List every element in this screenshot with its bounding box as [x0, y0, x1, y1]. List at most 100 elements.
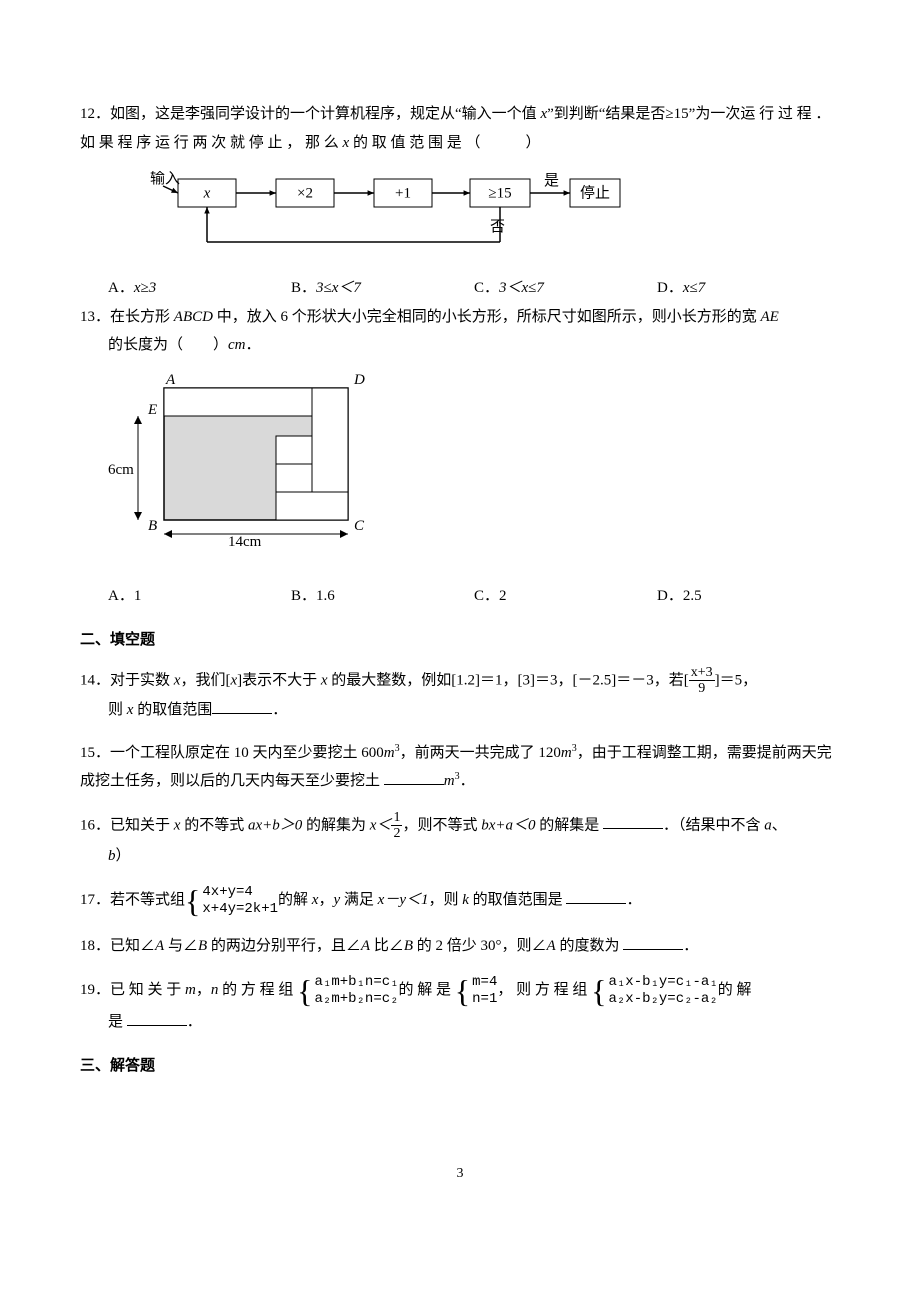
q16d: ，则不等式: [402, 817, 481, 833]
brace-icon: {: [455, 975, 470, 1007]
q16-frac: 12: [391, 810, 402, 842]
oA: A．: [108, 280, 134, 296]
q14-frac: x+39: [689, 665, 715, 697]
q14n: 14．: [80, 672, 110, 688]
q13-options: A．1 B．1.6 C．2 D．2.5: [108, 582, 840, 611]
q16e1: ax+b＞0: [248, 817, 302, 833]
q19m: m: [185, 982, 196, 998]
oB: B．: [291, 280, 316, 296]
question-16: 16．已知关于 x 的不等式 ax+b＞0 的解集为 x＜12，则不等式 bx+…: [80, 810, 840, 870]
q13-abcd: ABCD: [174, 309, 213, 325]
oCv: 3＜x≤7: [499, 280, 544, 296]
q19d: ， 则 方 程 组: [497, 982, 591, 998]
o13Dv: 2.5: [683, 588, 702, 604]
q17e: 的取值范围是: [469, 892, 567, 908]
q17p: ．: [626, 892, 641, 908]
o13D: D．: [657, 588, 683, 604]
q14d: 的最大整数，例如[1.2]＝1，[3]＝3，[－2.5]＝－3，若[: [328, 672, 689, 688]
q17-system: {4x+y=4x+4y=2k+1: [185, 884, 278, 918]
q19-sys3: {a₁x-b₁y=c₁-a₁a₂x-b₂y=c₂-a₂: [591, 974, 718, 1008]
q18n: 18．: [80, 938, 110, 954]
section-3-header: 三、解答题: [80, 1052, 840, 1081]
q16a: 已知关于: [110, 817, 174, 833]
svg-text:+1: +1: [395, 185, 411, 201]
q15p: ．: [460, 773, 475, 789]
blank-17: [566, 888, 626, 904]
q13-tb: 中，放入 6 个形状大小完全相同的小长方形，所标尺寸如图所示，则小长方形的宽: [213, 309, 761, 325]
q16fn: 1: [391, 810, 402, 826]
q18A3: A: [547, 938, 556, 954]
brace-icon: {: [185, 885, 200, 917]
q12-optD: D．x≤7: [657, 274, 840, 303]
q15m1: m: [384, 745, 395, 761]
q14g: 的取值范围: [133, 702, 212, 718]
o13A: A．: [108, 588, 134, 604]
q19-line2: 是 ．: [108, 1008, 840, 1037]
question-13: 13．在长方形 ABCD 中，放入 6 个形状大小完全相同的小长方形，所标尺寸如…: [80, 303, 840, 360]
s3r2: a₂x-b₂y=c₂-a₂: [609, 991, 718, 1008]
q13-line2: 的长度为（ ）cm．: [108, 331, 840, 360]
q12-options: A．x≥3 B．3≤x＜7 C．3＜x≤7 D．x≤7: [108, 274, 840, 303]
q12-optC: C．3＜x≤7: [474, 274, 657, 303]
q15m2: m: [561, 745, 572, 761]
brace-icon: {: [591, 975, 606, 1007]
q12-optB: B．3≤x＜7: [291, 274, 474, 303]
q15a: 一个工程队原定在 10 天内至少要挖土 600: [110, 745, 384, 761]
s3r1: a₁x-b₁y=c₁-a₁: [609, 974, 718, 991]
q16-line2: b）: [108, 842, 840, 871]
q15m3: m: [444, 773, 455, 789]
q18B1: B: [198, 938, 207, 954]
q14fd: 9: [689, 681, 715, 696]
s2r1: m=4: [472, 974, 497, 991]
o13C: C．: [474, 588, 499, 604]
q14fn: x+3: [689, 665, 715, 681]
q16cd: x＜: [370, 817, 392, 833]
q14x3: x: [321, 672, 328, 688]
q13-optA: A．1: [108, 582, 291, 611]
svg-text:C: C: [354, 518, 365, 534]
q13-ta: 在长方形: [110, 309, 174, 325]
q18c: 的两边分别平行，且∠: [207, 938, 361, 954]
q13-optD: D．2.5: [657, 582, 840, 611]
q19c: 的 解 是: [399, 982, 455, 998]
s1r1: a₁m+b₁n=c₁: [315, 974, 399, 991]
oBv: 3≤x＜7: [316, 280, 361, 296]
q12-num: 12．: [80, 106, 110, 122]
q19f: 是: [108, 1014, 127, 1030]
q16cm: 、: [772, 817, 787, 833]
question-15: 15．一个工程队原定在 10 天内至少要挖土 600m3，前两天一共完成了 12…: [80, 739, 840, 796]
q13-num: 13．: [80, 309, 110, 325]
q19b: 的 方 程 组: [218, 982, 297, 998]
q16e: 的解集是: [535, 817, 603, 833]
svg-text:否: 否: [490, 219, 505, 235]
question-12: 12．如图，这是李强同学设计的一个计算机程序，规定从“输入一个值 x”到判断“结…: [80, 100, 840, 157]
question-19: 19．已 知 关 于 m，n 的 方 程 组 {a₁m+b₁n=c₁a₂m+b₂…: [80, 974, 840, 1036]
q18d: 比∠: [370, 938, 404, 954]
q17c: 满足: [340, 892, 378, 908]
blank-14: [212, 698, 272, 714]
oD: D．: [657, 280, 683, 296]
q17c1: ，: [318, 892, 333, 908]
oAv: x≥3: [134, 280, 156, 296]
q17n: 17．: [80, 892, 110, 908]
q14c: ]表示不大于: [237, 672, 321, 688]
q18e: 的 2 倍少 30°，则∠: [413, 938, 547, 954]
q16fd: 2: [391, 826, 402, 841]
q15b: ，前两天一共完成了 120: [400, 745, 561, 761]
oDv: x≤7: [683, 280, 705, 296]
blank-18: [623, 934, 683, 950]
question-17: 17．若不等式组{4x+y=4x+4y=2k+1的解 x，y 满足 x－y＜1，…: [80, 884, 840, 918]
o13Bv: 1.6: [316, 588, 335, 604]
q17k: k: [462, 892, 469, 908]
q16b: 的不等式: [180, 817, 248, 833]
q17a: 若不等式组: [110, 892, 185, 908]
q16av: a: [764, 817, 772, 833]
section-2-header: 二、填空题: [80, 626, 840, 655]
s1r2: a₂m+b₂n=c₂: [315, 991, 399, 1008]
oC: C．: [474, 280, 499, 296]
q14e: ]＝5，: [715, 672, 758, 688]
blank-15: [384, 769, 444, 785]
blank-16: [603, 813, 663, 829]
q19a: 已 知 关 于: [110, 982, 185, 998]
q12-tc: 的 取 值 范 围 是 （ ）: [349, 135, 540, 151]
